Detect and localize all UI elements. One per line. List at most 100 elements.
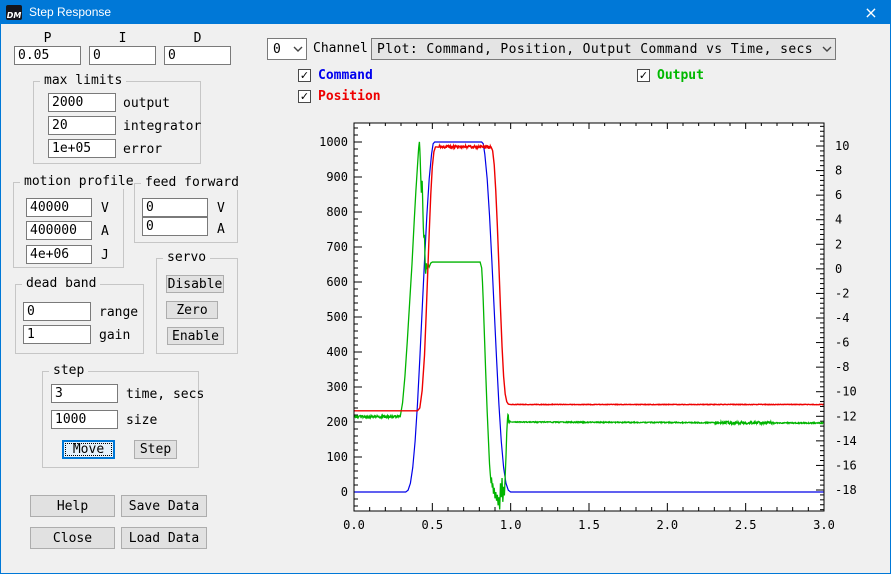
ff-velocity-label: V (217, 201, 225, 216)
close-button[interactable]: Close (30, 527, 115, 549)
svg-text:0.0: 0.0 (343, 518, 365, 532)
svg-text:-14: -14 (835, 434, 857, 448)
dead-band-title: dead band (22, 276, 101, 291)
command-checkbox[interactable]: ✓ (298, 69, 311, 82)
channel-label: Channel (313, 41, 368, 56)
position-label: Position (318, 89, 381, 104)
svg-text:6: 6 (835, 188, 842, 202)
max-limits-group: max limits (33, 73, 201, 164)
ff-velocity-field[interactable]: 0 (142, 198, 208, 217)
chart-area: 0 100 200 300 400 500 600 700 800 900 1000 10 8 6 4 2 0 -… (301, 110, 890, 573)
gain-label: gain (99, 328, 131, 343)
svg-text:0: 0 (341, 485, 348, 499)
feed-forward-title: feed forward (141, 175, 243, 190)
d-field[interactable]: 0 (164, 46, 231, 65)
motion-profile-title: motion profile (20, 174, 138, 189)
velocity-label: V (101, 201, 109, 216)
plot-select[interactable]: Plot: Command, Position, Output Command … (371, 38, 836, 60)
command-check-row: ✓ Command (298, 68, 373, 83)
window-title: Step Response (29, 5, 112, 19)
plot-select-value: Plot: Command, Position, Output Command … (377, 41, 814, 57)
velocity-field[interactable]: 40000 (26, 198, 92, 217)
svg-text:2.0: 2.0 (656, 518, 678, 532)
svg-text:400: 400 (326, 345, 348, 359)
output-checkbox[interactable]: ✓ (637, 69, 650, 82)
series-output-line (353, 141, 825, 510)
output-label: Output (657, 68, 704, 83)
close-icon[interactable]: × (864, 2, 878, 22)
p-field[interactable]: 0.05 (14, 46, 81, 65)
step-group: step (42, 363, 199, 468)
svg-text:-2: -2 (835, 286, 849, 300)
svg-text:10: 10 (835, 139, 849, 153)
d-label: D (193, 31, 202, 46)
svg-text:600: 600 (326, 275, 348, 289)
svg-text:200: 200 (326, 415, 348, 429)
step-time-field[interactable]: 3 (51, 384, 118, 403)
svg-text:-8: -8 (835, 360, 849, 374)
channel-value: 0 (273, 41, 281, 57)
disable-button[interactable]: Disable (166, 275, 224, 293)
max-limits-title: max limits (40, 73, 127, 88)
svg-text:-18: -18 (835, 483, 857, 497)
svg-text:0: 0 (835, 262, 842, 276)
step-response-chart: 0 100 200 300 400 500 600 700 800 900 1000 10 8 6 4 2 0 -… (319, 122, 857, 532)
servo-title: servo (163, 250, 211, 265)
position-check-row: ✓ Position (298, 89, 381, 104)
integrator-limit-label: integrator (123, 119, 202, 134)
step-size-label: size (126, 413, 158, 428)
svg-text:8: 8 (835, 164, 842, 178)
acceleration-field[interactable]: 400000 (26, 221, 92, 240)
svg-text:-10: -10 (835, 385, 857, 399)
svg-text:-4: -4 (835, 311, 849, 325)
chevron-down-icon (819, 46, 835, 52)
svg-text:-16: -16 (835, 458, 857, 472)
svg-text:0.5: 0.5 (421, 518, 443, 532)
title-bar: DM Step Response × (1, 0, 890, 24)
error-limit-field[interactable]: 1e+05 (48, 139, 116, 158)
ff-acceleration-field[interactable]: 0 (142, 217, 208, 236)
svg-text:2: 2 (835, 237, 842, 251)
ff-acceleration-label: A (217, 222, 225, 237)
step-size-field[interactable]: 1000 (51, 410, 118, 429)
dead-band-group: dead band (15, 276, 144, 354)
acceleration-label: A (101, 224, 109, 239)
output-check-row: ✓ Output (637, 68, 704, 83)
jerk-field[interactable]: 4e+06 (26, 245, 92, 264)
svg-text:2.5: 2.5 (735, 518, 757, 532)
step-button[interactable]: Step (134, 440, 177, 459)
jerk-label: J (101, 248, 109, 263)
step-group-title: step (49, 363, 89, 378)
integrator-limit-field[interactable]: 20 (48, 116, 116, 135)
zero-button[interactable]: Zero (166, 301, 218, 319)
output-limit-label: output (123, 96, 170, 111)
feed-forward-group: feed forward (134, 175, 243, 243)
svg-text:1.0: 1.0 (500, 518, 522, 532)
svg-text:1000: 1000 (319, 135, 348, 149)
svg-text:4: 4 (835, 213, 842, 227)
channel-select[interactable]: 0 (267, 38, 307, 60)
i-field[interactable]: 0 (89, 46, 156, 65)
svg-text:500: 500 (326, 310, 348, 324)
app-icon: DM (6, 4, 22, 20)
range-field[interactable]: 0 (23, 302, 91, 321)
svg-text:700: 700 (326, 240, 348, 254)
output-limit-field[interactable]: 2000 (48, 93, 116, 112)
svg-text:900: 900 (326, 170, 348, 184)
load-data-button[interactable]: Load Data (121, 527, 207, 549)
svg-text:-12: -12 (835, 409, 857, 423)
move-button[interactable]: Move (62, 440, 115, 459)
range-label: range (99, 305, 139, 320)
save-data-button[interactable]: Save Data (121, 495, 207, 517)
command-label: Command (318, 68, 373, 83)
motion-profile-group: motion profile (13, 174, 138, 268)
series-command-line (354, 141, 824, 493)
enable-button[interactable]: Enable (167, 327, 224, 345)
svg-text:-6: -6 (835, 336, 849, 350)
help-button[interactable]: Help (30, 495, 115, 517)
position-checkbox[interactable]: ✓ (298, 90, 311, 103)
svg-text:800: 800 (326, 205, 348, 219)
svg-text:300: 300 (326, 380, 348, 394)
gain-field[interactable]: 1 (23, 325, 91, 344)
